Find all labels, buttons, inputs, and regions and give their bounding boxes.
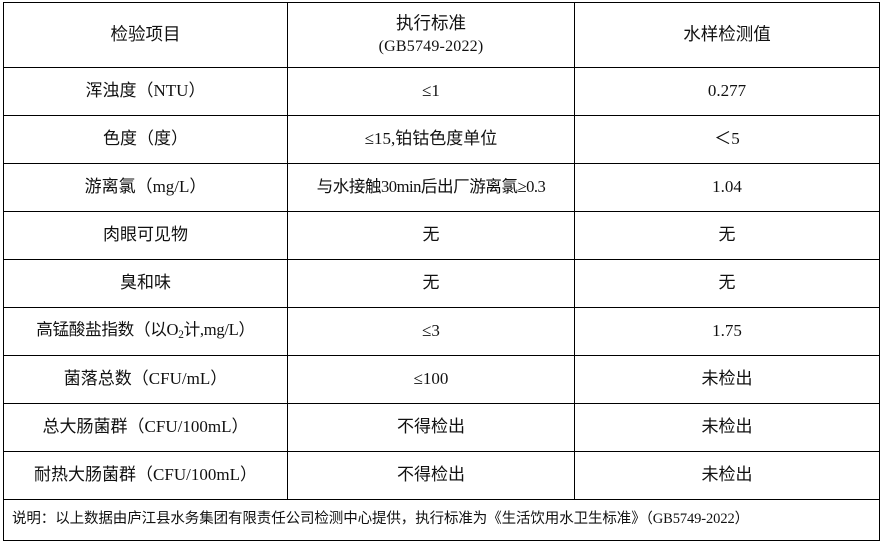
table-row: 总大肠菌群（CFU/100mL） 不得检出 未检出 <box>3 403 880 452</box>
cell-value: 1.75 <box>574 307 880 356</box>
cell-item: 臭和味 <box>3 259 288 308</box>
table-row: 游离氯（mg/L） 与水接触30min后出厂游离氯≥0.3 1.04 <box>3 163 880 212</box>
header-cell-value: 水样检测值 <box>574 2 880 68</box>
header-standard-line1: 执行标准 <box>396 13 466 34</box>
table-row: 浑浊度（NTU） ≤1 0.277 <box>3 67 880 116</box>
cell-value: 无 <box>574 259 880 308</box>
cell-standard: ≤15,铂钴色度单位 <box>287 115 575 164</box>
cell-value: ＜5 <box>574 115 880 164</box>
cell-standard: ≤3 <box>287 307 575 356</box>
table-row: 臭和味 无 无 <box>3 259 880 308</box>
cell-item: 游离氯（mg/L） <box>3 163 288 212</box>
table-row: 菌落总数（CFU/mL） ≤100 未检出 <box>3 355 880 404</box>
cell-value: 未检出 <box>574 355 880 404</box>
table-note-row: 说明：以上数据由庐江县水务集团有限责任公司检测中心提供，执行标准为《生活饮用水卫… <box>3 499 880 541</box>
cell-item: 总大肠菌群（CFU/100mL） <box>3 403 288 452</box>
table-row: 肉眼可见物 无 无 <box>3 211 880 260</box>
water-quality-table: 检验项目 执行标准 (GB5749-2022) 水样检测值 浑浊度（NTU） ≤… <box>3 2 880 541</box>
table-row: 色度（度） ≤15,铂钴色度单位 ＜5 <box>3 115 880 164</box>
cell-item: 浑浊度（NTU） <box>3 67 288 116</box>
header-standard-line2: (GB5749-2022) <box>378 38 484 56</box>
cell-item: 耐热大肠菌群（CFU/100mL） <box>3 451 288 500</box>
table-header-row: 检验项目 执行标准 (GB5749-2022) 水样检测值 <box>3 2 880 68</box>
cell-value: 未检出 <box>574 451 880 500</box>
cell-item: 肉眼可见物 <box>3 211 288 260</box>
cell-standard: 无 <box>287 259 575 308</box>
cell-item-subscript: 2 <box>178 329 184 342</box>
cell-item-suffix: 计,mg/L） <box>183 320 255 340</box>
cell-value: 未检出 <box>574 403 880 452</box>
report-note: 说明：以上数据由庐江县水务集团有限责任公司检测中心提供，执行标准为《生活饮用水卫… <box>3 499 880 541</box>
cell-value: 1.04 <box>574 163 880 212</box>
cell-item: 色度（度） <box>3 115 288 164</box>
table-row: 高锰酸盐指数（以O2计,mg/L） ≤3 1.75 <box>3 307 880 356</box>
cell-standard: ≤1 <box>287 67 575 116</box>
cell-standard: 不得检出 <box>287 451 575 500</box>
cell-standard: 与水接触30min后出厂游离氯≥0.3 <box>287 163 575 212</box>
table-row: 耐热大肠菌群（CFU/100mL） 不得检出 未检出 <box>3 451 880 500</box>
cell-standard: ≤100 <box>287 355 575 404</box>
header-cell-item: 检验项目 <box>3 2 288 68</box>
header-cell-standard: 执行标准 (GB5749-2022) <box>287 2 575 68</box>
cell-item: 菌落总数（CFU/mL） <box>3 355 288 404</box>
cell-value: 0.277 <box>574 67 880 116</box>
cell-item-prefix: 高锰酸盐指数（以O <box>36 320 179 340</box>
cell-standard: 不得检出 <box>287 403 575 452</box>
cell-item: 高锰酸盐指数（以O2计,mg/L） <box>3 307 288 356</box>
cell-standard: 无 <box>287 211 575 260</box>
cell-value: 无 <box>574 211 880 260</box>
